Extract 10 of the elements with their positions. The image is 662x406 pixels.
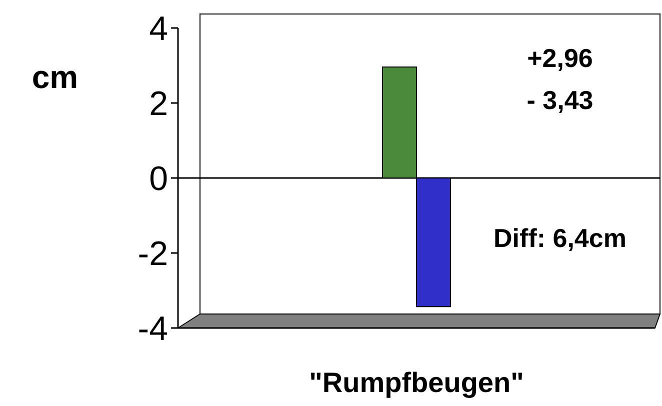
annotation: Diff: 6,4cm: [494, 223, 626, 254]
y-axis-title: cm: [32, 59, 78, 95]
y-tick-label: 0: [149, 160, 168, 198]
y-tick-label: 4: [149, 10, 168, 48]
y-tick-label: 2: [149, 84, 168, 123]
y-tick-label: -4: [138, 310, 168, 348]
text: +2,96: [527, 43, 593, 74]
text: - 3,43: [526, 85, 594, 116]
y-tick-label: -2: [138, 234, 168, 273]
x-tick-label: "Rumpfbeugen": [309, 367, 524, 398]
